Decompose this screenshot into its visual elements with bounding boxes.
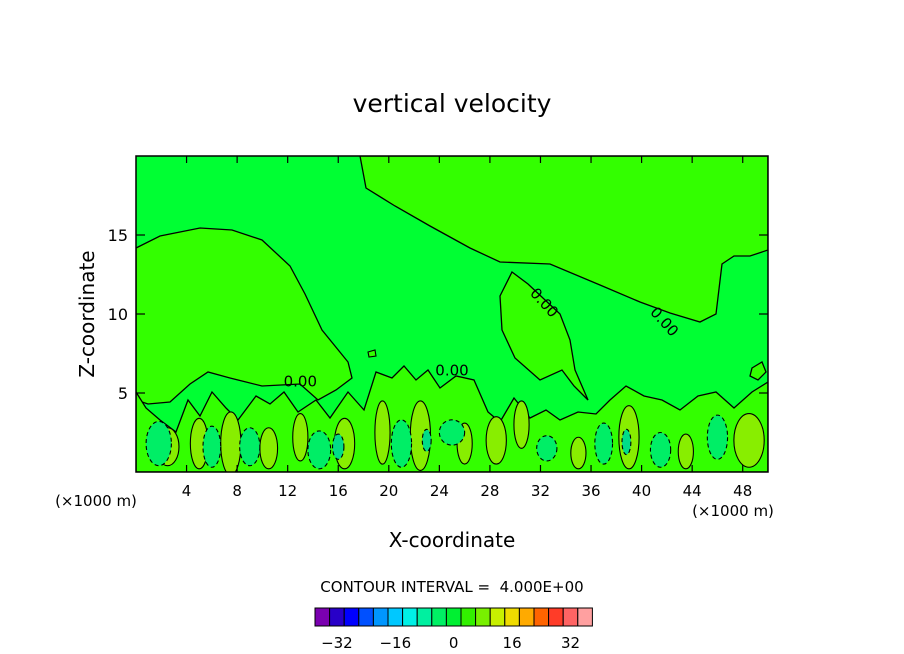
convective-cell-4 bbox=[292, 412, 309, 462]
contour-interval-text: CONTOUR INTERVAL = 4.000E+00 bbox=[320, 578, 583, 596]
contour-label-0: 0.00 bbox=[284, 373, 317, 391]
y-tick-label-0: 5 bbox=[118, 384, 128, 403]
colorbar-label-1: −16 bbox=[379, 634, 411, 652]
x-tick-label-4: 20 bbox=[379, 482, 398, 500]
x-tick-label-0: 4 bbox=[182, 482, 192, 500]
colorbar-swatch-11 bbox=[475, 607, 491, 627]
chart-title: vertical velocity bbox=[353, 89, 552, 118]
x-tick-label-1: 8 bbox=[232, 482, 242, 500]
convective-cell-9 bbox=[485, 416, 507, 465]
colorbar-swatch-5 bbox=[387, 607, 404, 627]
colorbar-swatch-14 bbox=[518, 607, 535, 627]
colorbar-swatch-15 bbox=[533, 607, 550, 627]
positive-region-right bbox=[749, 361, 767, 381]
convective-cell-15 bbox=[145, 420, 172, 467]
x-tick-label-2: 12 bbox=[278, 482, 297, 500]
x-tick-label-11: 48 bbox=[733, 482, 752, 500]
x-tick-label-7: 32 bbox=[531, 482, 550, 500]
plot-area bbox=[135, 155, 769, 473]
x-axis-label: X-coordinate bbox=[389, 528, 516, 552]
x-tick-label-6: 28 bbox=[480, 482, 499, 500]
colorbar-swatch-9 bbox=[445, 607, 462, 627]
colorbar-label-0: −32 bbox=[321, 634, 353, 652]
y-tick-label-2: 15 bbox=[108, 226, 128, 245]
y-tick-label-1: 10 bbox=[108, 305, 128, 324]
positive-region-middle bbox=[499, 271, 589, 401]
convective-cell-2 bbox=[220, 411, 242, 472]
z-unit-note: (×1000 m) bbox=[55, 492, 137, 510]
convective-cell-18 bbox=[307, 430, 332, 470]
x-tick-label-8: 36 bbox=[581, 482, 600, 500]
colorbar-label-2: 0 bbox=[449, 634, 459, 652]
convective-cell-24 bbox=[706, 414, 729, 460]
positive-region-upper bbox=[359, 156, 768, 323]
convective-cell-10 bbox=[513, 400, 530, 449]
convective-cell-11 bbox=[570, 436, 587, 470]
convective-cells bbox=[145, 400, 765, 472]
convective-cell-6 bbox=[374, 400, 391, 465]
contour-label-1: 0.00 bbox=[435, 362, 468, 380]
colorbar-swatch-6 bbox=[402, 607, 418, 627]
colorbar-swatch-13 bbox=[504, 607, 520, 627]
colorbar-swatch-2 bbox=[343, 607, 360, 627]
colorbar-swatch-7 bbox=[416, 607, 433, 627]
colorbar-swatch-3 bbox=[358, 607, 374, 627]
colorbar-swatch-10 bbox=[460, 607, 477, 627]
convective-cell-3 bbox=[259, 427, 279, 470]
convective-cell-20 bbox=[438, 419, 466, 446]
colorbar-swatch-0 bbox=[314, 607, 331, 627]
convective-cell-27 bbox=[621, 428, 632, 456]
x-axis: 4 8 12 16 20 24 28 32 36 40 44 48 bbox=[182, 156, 752, 500]
colorbar-swatch-12 bbox=[489, 607, 506, 627]
colorbar-swatch-1 bbox=[329, 607, 345, 627]
x-tick-label-5: 24 bbox=[430, 482, 449, 500]
convective-cell-25 bbox=[332, 433, 345, 460]
positive-region-tiny bbox=[367, 349, 377, 358]
colorbar-swatch-17 bbox=[562, 607, 579, 627]
colorbar-label-4: 32 bbox=[561, 634, 580, 652]
convective-cell-17 bbox=[239, 427, 261, 467]
x-tick-label-9: 40 bbox=[632, 482, 651, 500]
convective-cell-19 bbox=[390, 419, 413, 468]
convective-cell-16 bbox=[202, 425, 222, 468]
x-tick-label-10: 44 bbox=[683, 482, 702, 500]
convective-cell-14 bbox=[733, 412, 765, 468]
convective-cell-22 bbox=[594, 422, 614, 465]
convective-cell-13 bbox=[677, 433, 694, 470]
convective-cell-21 bbox=[536, 435, 558, 462]
y-axis-label: Z-coordinate bbox=[75, 250, 99, 377]
colorbar-swatch-8 bbox=[431, 607, 447, 627]
convective-cell-26 bbox=[421, 428, 432, 453]
x-tick-label-3: 16 bbox=[329, 482, 348, 500]
y-axis: 5 10 15 bbox=[108, 226, 768, 403]
colorbar: −32 −16 0 16 32 bbox=[314, 607, 593, 652]
x-unit-note: (×1000 m) bbox=[692, 502, 774, 520]
convective-cell-23 bbox=[649, 431, 672, 468]
colorbar-label-3: 16 bbox=[503, 634, 522, 652]
colorbar-swatch-16 bbox=[548, 607, 564, 627]
colorbar-swatch-4 bbox=[372, 607, 389, 627]
positive-region-left bbox=[136, 227, 353, 405]
colorbar-swatch-18 bbox=[577, 607, 593, 627]
